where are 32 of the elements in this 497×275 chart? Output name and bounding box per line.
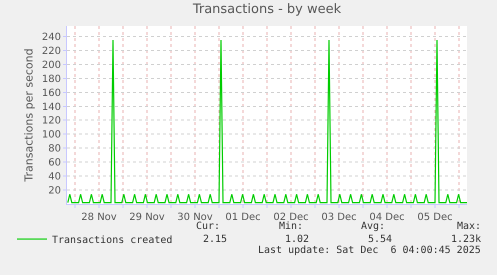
x-tick-label: 03 Dec — [321, 212, 357, 223]
text: Last update: Sat Dec 6 04:00:45 2025 — [258, 245, 481, 256]
text: 1.23k — [451, 234, 482, 245]
x-tick-label: 01 Dec — [225, 212, 261, 223]
y-tick-label: 120 — [42, 116, 61, 127]
x-tick-label: 02 Dec — [273, 212, 309, 223]
y-tick-label: 180 — [42, 74, 61, 85]
x-tick-label: 30 Nov — [177, 212, 213, 223]
text: Avg: — [361, 221, 386, 232]
y-tick-label: 60 — [48, 158, 61, 169]
x-tick-label: 05 Dec — [417, 212, 453, 223]
text: 1.02 — [285, 234, 310, 245]
x-tick-label: 04 Dec — [369, 212, 405, 223]
x-tick-label: 29 Nov — [129, 212, 165, 223]
y-tick-label: 140 — [42, 102, 61, 113]
y-tick-label: 200 — [42, 60, 61, 71]
text: Max: — [457, 221, 482, 232]
text: 2.15 — [203, 234, 228, 245]
text: 5.54 — [368, 234, 392, 245]
y-tick-label: 80 — [48, 144, 61, 155]
y-tick-label: 40 — [48, 172, 61, 183]
y-tick-label: 240 — [42, 32, 61, 43]
chart-title: Transactions - by week — [192, 2, 342, 18]
y-axis-title: Transactions per second — [22, 48, 36, 183]
y-tick-label: 160 — [42, 88, 61, 99]
text: Cur: — [196, 221, 220, 232]
y-tick-label: 100 — [42, 130, 61, 141]
text: Min: — [279, 221, 304, 232]
y-tick-label: 20 — [48, 186, 61, 197]
legend-label: Transactions created — [52, 234, 172, 246]
y-tick-label: 220 — [42, 46, 61, 57]
x-tick-label: 28 Nov — [81, 212, 117, 223]
